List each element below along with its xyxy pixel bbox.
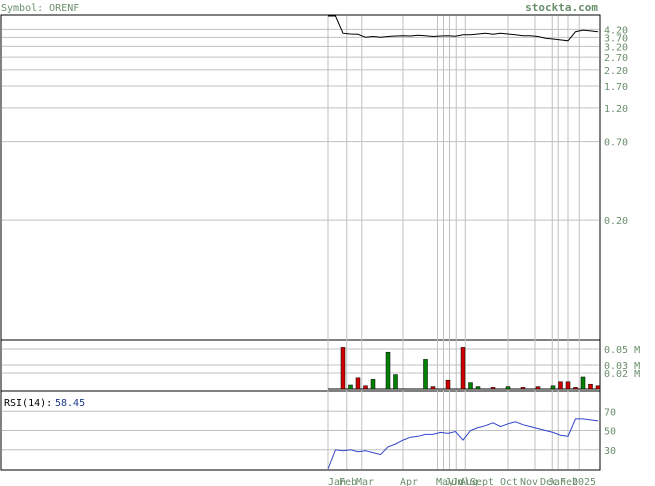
month-tick-label: Jun	[445, 477, 463, 486]
price-panel	[0, 14, 601, 341]
volume-bar	[550, 385, 556, 390]
rsi-tick-label: 30	[604, 446, 616, 457]
price-tick-label: 4.20	[604, 25, 628, 36]
volume-bar	[505, 386, 511, 390]
volume-bar	[490, 387, 496, 390]
volume-bar	[573, 387, 578, 390]
rsi-label: RSI(14):	[4, 398, 52, 409]
grid-layer	[2, 16, 599, 469]
rsi-panel	[0, 390, 601, 471]
month-tick-label: 2025	[572, 477, 596, 486]
month-tick-label: Sept	[470, 477, 494, 486]
series-lines	[327, 15, 599, 470]
volume-bar	[423, 359, 428, 390]
volume-bar	[445, 379, 451, 390]
volume-bar	[430, 386, 436, 390]
volume-bar	[475, 386, 481, 390]
tick-labels: 4.203.703.202.702.201.701.200.700.20JanF…	[328, 25, 640, 486]
volume-bar	[385, 351, 391, 390]
price-tick-label: 2.70	[604, 53, 628, 64]
volume-bar	[580, 376, 586, 390]
volume-bar	[520, 387, 526, 390]
month-tick-label: Jul	[452, 477, 470, 486]
month-tick-label: Apr	[400, 477, 418, 486]
volume-tick-label: 0.05 M	[604, 345, 640, 356]
price-tick-label: 2.20	[604, 66, 628, 77]
volume-bar	[535, 386, 541, 390]
month-tick-label: Mar	[356, 477, 374, 486]
volume-bar	[370, 379, 376, 390]
rsi-tick-label: 70	[604, 407, 616, 418]
rsi-value: 58.45	[55, 398, 85, 409]
volume-tick-label: 0.02 M	[604, 369, 640, 380]
month-tick-label: Aug	[460, 477, 478, 486]
month-tick-label: Oct	[500, 477, 518, 486]
month-tick-label: Feb	[339, 477, 357, 486]
price-tick-label: 3.20	[604, 42, 628, 53]
volume-bar	[588, 383, 593, 390]
price-tick-label: 0.70	[604, 138, 628, 149]
price-tick-label: 0.20	[604, 216, 628, 227]
month-tick-label: Nov	[520, 477, 538, 486]
site-label: stockta.com	[525, 1, 598, 14]
volume-bar	[363, 385, 368, 390]
rsi-tick-label: 50	[604, 427, 616, 438]
price-tick-label: 1.20	[604, 104, 628, 115]
price-tick-label: 3.70	[604, 33, 628, 44]
volume-bar	[595, 385, 601, 390]
volume-bar	[348, 384, 353, 390]
price-tick-label: 1.70	[604, 82, 628, 93]
month-tick-label: Jan	[328, 477, 346, 486]
rsi-line	[327, 418, 599, 470]
month-tick-label: Jan	[548, 477, 566, 486]
volume-bar	[565, 381, 571, 390]
month-tick-label: Feb	[560, 477, 578, 486]
volume-bars	[328, 347, 601, 390]
price-line	[328, 15, 599, 42]
symbol-label: Symbol: ORENF	[1, 3, 79, 14]
volume-bar	[355, 377, 361, 390]
volume-bar	[558, 381, 563, 390]
volume-bar	[460, 347, 466, 390]
month-tick-label: Dec	[540, 477, 558, 486]
month-tick-label: May	[436, 477, 454, 486]
volume-tick-label: 0.03 M	[604, 361, 640, 372]
volume-bar	[393, 374, 398, 390]
volume-bar	[468, 382, 473, 390]
volume-bar	[340, 347, 346, 390]
